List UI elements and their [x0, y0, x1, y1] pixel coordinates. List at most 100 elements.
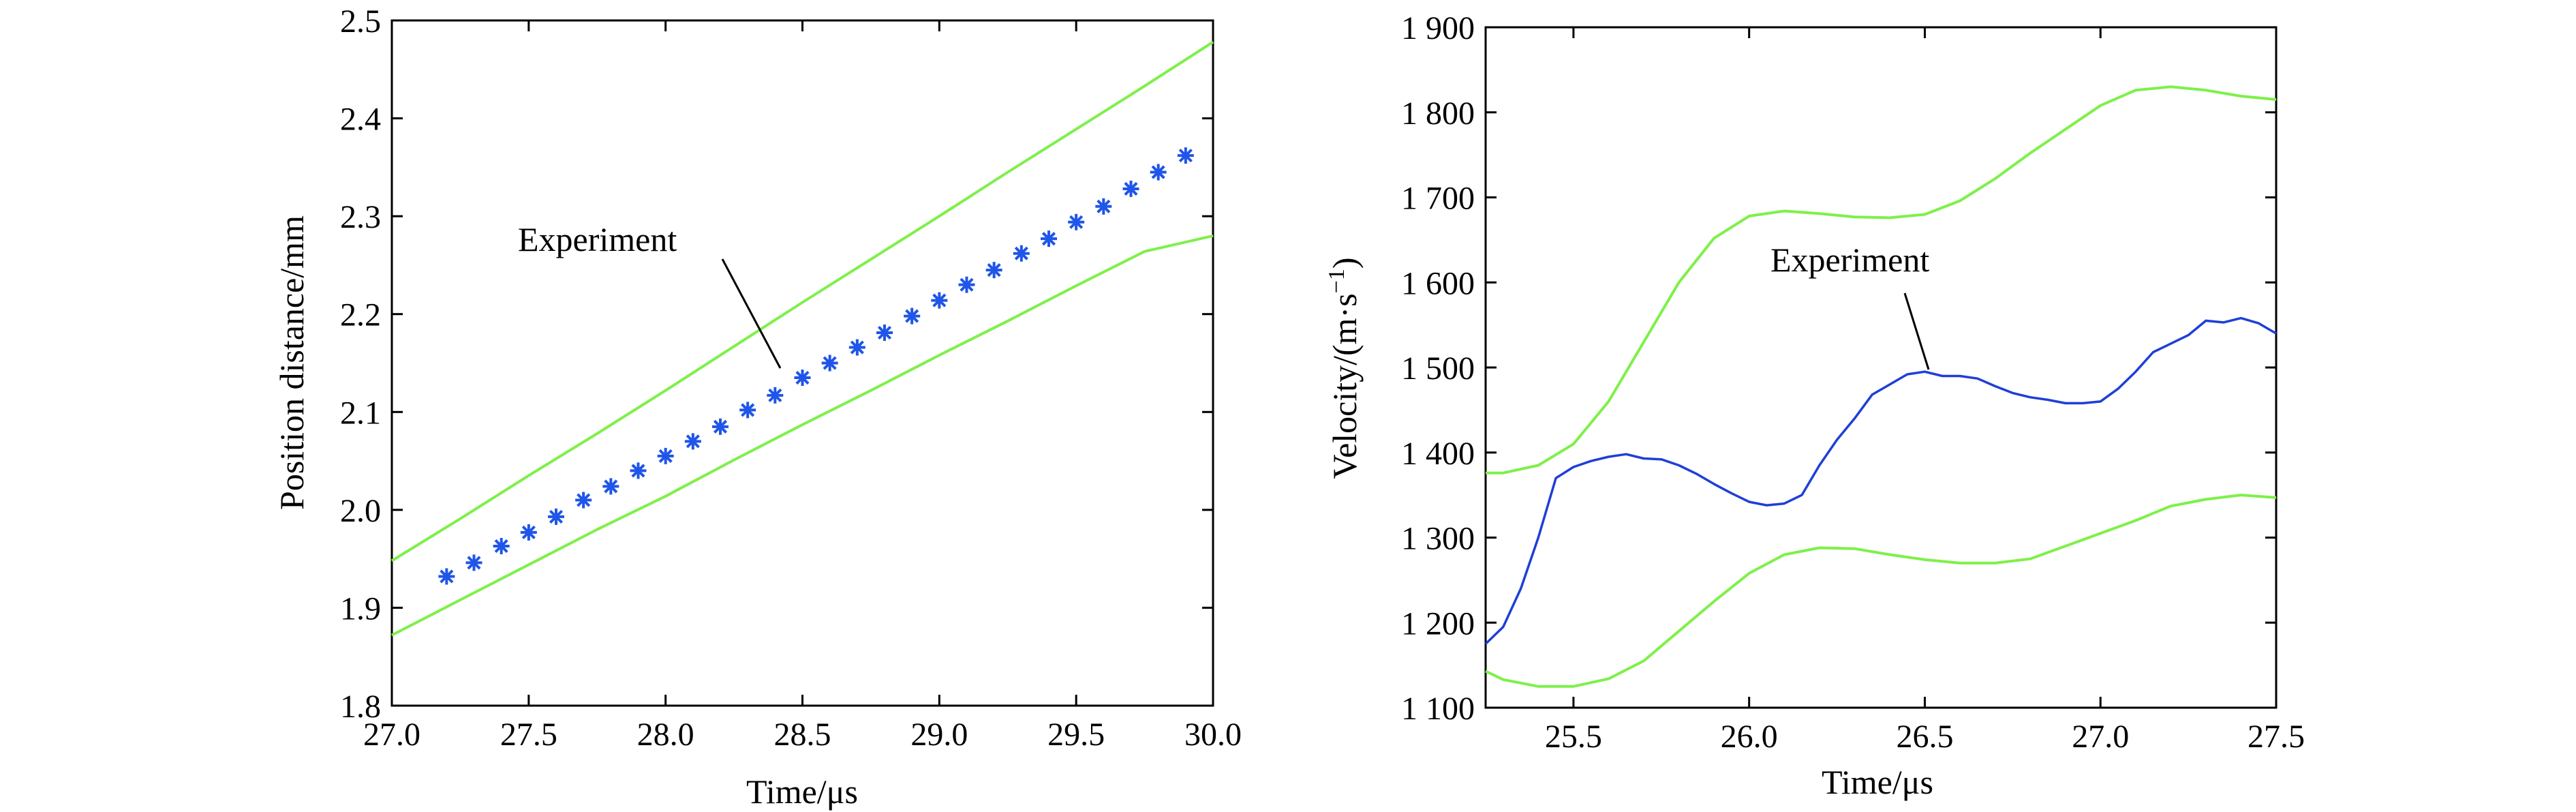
position-x-tick-label: 28.5	[774, 717, 831, 753]
position-y-tick-label: 2.2	[340, 297, 381, 333]
position-x-tick-label: 29.5	[1047, 717, 1105, 753]
position-experiment-point	[904, 307, 921, 325]
position-experiment-point	[767, 387, 784, 404]
position-x-tick-labels: 27.0 27.5 28.0 28.5 29.0 29.5 30.0	[363, 717, 1242, 753]
asterisk-stroke	[960, 277, 974, 292]
asterisk-stroke	[577, 493, 591, 507]
position-experiment-point	[794, 370, 811, 387]
position-experiment-point	[931, 292, 948, 309]
position-x-tick-label: 30.0	[1184, 717, 1242, 753]
position-experiment-point	[438, 568, 455, 585]
position-annotation-leader	[721, 258, 782, 369]
velocity-y-axis-label-end: )	[1325, 257, 1364, 269]
position-y-tick-label: 2.5	[340, 3, 381, 40]
velocity-plot-frame	[1484, 26, 2278, 709]
asterisk-stroke	[768, 388, 782, 402]
position-experiment-point	[1068, 213, 1085, 230]
position-experiment-point	[465, 554, 482, 571]
position-experiment-point	[739, 402, 756, 419]
position-x-tick-label: 27.0	[363, 717, 420, 753]
velocity-annotation-leader	[1903, 292, 1930, 370]
position-experiment-point	[848, 339, 865, 356]
position-y-axis-label: Position distance/mm	[273, 215, 311, 510]
asterisk-stroke	[713, 419, 728, 434]
position-experiment-point	[1095, 198, 1112, 215]
velocity-y-tick-label: 1 700	[1401, 181, 1475, 217]
position-annotation-label: Experiment	[518, 220, 677, 258]
velocity-y-tick-label: 1 600	[1401, 265, 1475, 301]
velocity-x-tick-label: 26.0	[1721, 719, 1778, 755]
position-experiment-point	[712, 418, 729, 435]
position-lower-bound-line	[391, 234, 1214, 637]
asterisk-stroke	[494, 539, 508, 554]
velocity-axis-ticks	[1486, 26, 2278, 709]
asterisk-stroke	[440, 569, 454, 584]
velocity-x-tick-label: 27.5	[2248, 719, 2305, 755]
position-y-tick-label: 2.4	[340, 102, 381, 138]
position-y-tick-label: 1.8	[340, 689, 381, 725]
position-experiment-point	[630, 462, 647, 479]
asterisk-stroke	[1097, 199, 1111, 213]
asterisk-stroke	[631, 464, 645, 478]
asterisk-stroke	[1151, 165, 1165, 179]
velocity-y-tick-label: 1 200	[1401, 605, 1475, 642]
asterisk-stroke	[686, 434, 700, 449]
position-chart: 27.0 27.5 28.0 28.5 29.0 29.5 30.0 1.8 1.9 2.0 2.…	[273, 3, 1242, 811]
velocity-upper-bound-line	[1486, 85, 2277, 475]
position-experiment-point	[876, 324, 893, 341]
position-experiment-point	[657, 447, 674, 464]
velocity-x-tick-label: 26.5	[1896, 719, 1953, 755]
position-x-tick-label: 29.0	[910, 717, 968, 753]
position-y-tick-label: 2.1	[340, 395, 381, 431]
velocity-x-tick-label: 27.0	[2072, 719, 2129, 755]
asterisk-stroke	[1041, 232, 1056, 246]
velocity-y-tick-label: 1 900	[1401, 10, 1475, 46]
position-y-tick-label: 1.9	[340, 590, 381, 627]
asterisk-stroke	[521, 525, 536, 539]
position-x-tick-label: 28.0	[637, 717, 694, 753]
asterisk-stroke	[604, 479, 618, 494]
velocity-y-tick-labels: 1 100 1 200 1 300 1 400 1 500 1 600 1 700 1 800…	[1401, 10, 1475, 727]
asterisk-stroke	[549, 509, 564, 524]
position-series	[390, 40, 1214, 637]
asterisk-stroke	[932, 293, 947, 307]
asterisk-stroke	[1069, 215, 1084, 229]
asterisk-stroke	[850, 340, 864, 355]
asterisk-stroke	[1124, 181, 1138, 196]
asterisk-stroke	[823, 356, 837, 370]
position-upper-bound-line	[390, 40, 1214, 562]
asterisk-stroke	[905, 309, 919, 323]
asterisk-stroke	[1014, 246, 1028, 260]
velocity-y-tick-label: 1 400	[1401, 436, 1475, 472]
position-axis-ticks	[390, 19, 1214, 707]
position-experiment-point	[1122, 180, 1139, 197]
position-y-tick-label: 2.3	[340, 199, 381, 235]
velocity-experiment-line	[1484, 316, 2277, 645]
velocity-y-axis-label-main: Velocity/(m·s	[1325, 293, 1364, 479]
velocity-y-tick-label: 1 800	[1401, 95, 1475, 132]
velocity-y-tick-label: 1 300	[1401, 521, 1475, 557]
velocity-annotation-label: Experiment	[1770, 241, 1929, 279]
velocity-x-axis-label: Time/μs	[1822, 763, 1933, 801]
position-experiment-point	[1177, 147, 1194, 164]
velocity-chart: 25.5 26.0 26.5 27.0 27.5 1 100 1 200 1 300 1 40…	[1324, 10, 2305, 801]
position-experiment-point	[985, 262, 1002, 279]
position-experiment-point	[1013, 245, 1030, 262]
position-experiment-point	[1041, 230, 1057, 247]
velocity-y-tick-label: 1 500	[1401, 350, 1475, 387]
velocity-series	[1484, 85, 2277, 688]
position-x-tick-label: 27.5	[500, 717, 557, 753]
velocity-x-tick-label: 25.5	[1545, 719, 1602, 755]
position-experiment-point	[520, 524, 537, 541]
velocity-lower-bound-line	[1485, 494, 2277, 688]
velocity-annotation: Experiment	[1770, 241, 1930, 370]
position-experiment-point	[575, 492, 592, 509]
position-y-tick-label: 2.0	[340, 493, 381, 529]
position-experiment-point	[821, 355, 838, 372]
position-experiment-point	[548, 508, 564, 525]
position-experiment-point	[1150, 164, 1167, 181]
position-plot-frame	[390, 19, 1214, 707]
asterisk-stroke	[795, 370, 810, 385]
asterisk-stroke	[658, 449, 673, 463]
